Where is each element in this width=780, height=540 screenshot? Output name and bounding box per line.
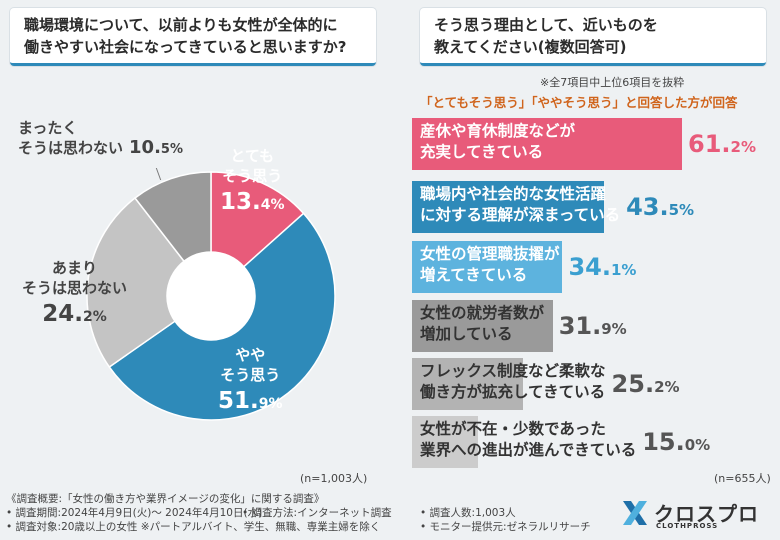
survey-method: • 調査方法:インターネット調査 bbox=[242, 507, 392, 519]
bar-label-line1: 女性の管理職抜擢が bbox=[420, 245, 560, 263]
bar-row: 女性の管理職抜擢が 増えてきている 34.1% bbox=[412, 241, 772, 293]
bar-label-line2: に対する理解が深まっている bbox=[420, 206, 621, 224]
bar-value-dec: 2% bbox=[730, 138, 756, 156]
pie-label-totemo-line1: とても bbox=[230, 147, 275, 165]
pie-value-mattaku: 10.5% bbox=[129, 137, 183, 158]
pie-label-mattaku: まったく そうは思わない 10.5% bbox=[18, 118, 183, 160]
pie-label-yaya-line1: やや bbox=[235, 346, 266, 364]
bar-value-dec: 5% bbox=[668, 201, 695, 219]
bar-value: 31.9% bbox=[559, 311, 627, 344]
bar-label: 職場内や社会的な女性活躍 に対する理解が深まっている bbox=[420, 184, 620, 226]
respondent-note: 「とてもそう思う」「ややそう思う」と回答した方が回答 bbox=[420, 95, 738, 110]
bar-label: フレックス制度など柔軟な 働き方が拡充してきている bbox=[420, 361, 606, 403]
brand-x-icon bbox=[623, 501, 647, 525]
left-question-box: 職場環境について、以前よりも女性が全体的に 働きやすい社会になってきていると思い… bbox=[10, 8, 376, 66]
bar-label-line1: 女性が不在・少数であった bbox=[420, 420, 606, 438]
survey-footer: 《調査概要:「女性の働き方や業界イメージの変化」に関する調査》 • 調査期間:2… bbox=[6, 492, 591, 534]
pie-value-yaya-int: 51. bbox=[218, 388, 259, 414]
bar-value-int: 31. bbox=[558, 312, 602, 340]
bar-label-line1: 職場内や社会的な女性活躍 bbox=[420, 185, 607, 203]
top-items-note: ※全7項目中上位6項目を抜粋 bbox=[540, 76, 685, 89]
pie-value-amari-int: 24. bbox=[42, 301, 83, 327]
bar-label-line2: 増加している bbox=[420, 325, 513, 343]
pie-value-totemo: 13.4% bbox=[220, 188, 285, 219]
pie-label-mattaku-line1: まったく bbox=[18, 119, 78, 137]
bar-label: 女性が不在・少数であった業界への進出が進んできている bbox=[420, 419, 636, 461]
survey-count: • 調査人数:1,003人 bbox=[420, 507, 516, 519]
bar-label-line2: 働き方が拡充してきている bbox=[420, 383, 606, 401]
bar-value: 15.0% bbox=[642, 427, 710, 460]
brand-name: クロスプロ bbox=[654, 502, 759, 526]
survey-target: • 調査対象:20歳以上の女性 ※パートアルバイト、学生、無職、専業主婦を除く bbox=[6, 521, 381, 533]
pie-sample-size: (n=1,003人) bbox=[300, 472, 368, 485]
bar-label-line1: 産休や育休制度などが bbox=[420, 122, 576, 140]
bar-value-dec: 2% bbox=[654, 378, 680, 396]
pie-value-mattaku-dec: 5% bbox=[160, 142, 183, 157]
pie-label-amari-line2: そうは思わない bbox=[22, 279, 128, 297]
bar-row: 産休や育休制度などが 充実してきている 61.2% bbox=[412, 118, 772, 170]
survey-provider: • モニター提供元:ゼネラルリサーチ bbox=[420, 521, 591, 533]
bar-value-int: 61. bbox=[688, 130, 731, 158]
bar-value-int: 34. bbox=[568, 253, 611, 281]
brand-sub: CLOTHPROSS bbox=[656, 522, 719, 530]
footer-row-2: • 調査期間:2024年4月9日(火)〜 2024年4月10日(水) • 調査方… bbox=[6, 506, 516, 520]
bar-label-line1: 女性の就労者数が bbox=[420, 304, 545, 322]
bar-fill bbox=[412, 358, 524, 410]
pie-value-yaya-dec: 9% bbox=[258, 396, 283, 412]
bar-value: 43.5% bbox=[626, 192, 694, 225]
bar-fill bbox=[412, 241, 563, 293]
bar-label-line2: 業界への進出が進んできている bbox=[420, 441, 637, 459]
pie-label-amari-line1: あまり bbox=[52, 259, 98, 277]
pie-label-amari: あまり そうは思わない 24.2% bbox=[22, 258, 127, 331]
pie-label-yaya-line2: そう思う bbox=[220, 366, 281, 384]
bar-value-int: 43. bbox=[626, 193, 669, 221]
bar-value-int: 15. bbox=[642, 428, 685, 456]
right-question-box: そう思う理由として、近いものを 教えてください(複数回答可) bbox=[420, 8, 766, 66]
bar-fill bbox=[412, 416, 479, 468]
right-question-line2: 教えてください(複数回答可) bbox=[434, 38, 627, 56]
bar-value-int: 25. bbox=[611, 370, 655, 398]
pie-value-mattaku-int: 10. bbox=[129, 137, 161, 158]
pie-label-yaya: やや そう思う 51.9% bbox=[218, 345, 283, 418]
pie-value-amari-dec: 2% bbox=[82, 309, 107, 325]
pie-label-totemo-line2: そう思う bbox=[222, 167, 283, 185]
footer-row-3: • 調査対象:20歳以上の女性 ※パートアルバイト、学生、無職、専業主婦を除く … bbox=[6, 520, 591, 534]
bar-fill bbox=[412, 181, 604, 233]
bar-row: フレックス制度など柔軟な 働き方が拡充してきている 25.2% bbox=[412, 358, 772, 410]
bar-value: 25.2% bbox=[612, 369, 680, 402]
right-question-line1: そう思う理由として、近いものを bbox=[434, 16, 658, 34]
pie-value-yaya: 51.9% bbox=[218, 387, 283, 418]
pie-center-hole bbox=[167, 252, 255, 340]
bar-value-dec: 0% bbox=[684, 436, 711, 454]
left-question-line2: 働きやすい社会になってきていると思いますか? bbox=[24, 38, 347, 56]
bar-label: 女性の就労者数が 増加している bbox=[420, 303, 544, 345]
bar-row: 女性の就労者数が 増加している 31.9% bbox=[412, 300, 772, 352]
bar-value: 34.1% bbox=[568, 252, 636, 285]
bar-fill bbox=[412, 118, 682, 170]
bar-label-line2: 増えてきている bbox=[420, 266, 528, 284]
bar-sample-size: (n=655人) bbox=[714, 472, 771, 485]
survey-period: • 調査期間:2024年4月9日(火)〜 2024年4月10日(水) bbox=[6, 507, 263, 519]
bar-fill bbox=[412, 300, 553, 352]
bar-value: 61.2% bbox=[688, 129, 756, 162]
bar-value-dec: 1% bbox=[610, 261, 637, 279]
pie-label-mattaku-line2: そうは思わない bbox=[18, 139, 124, 157]
pie-label-totemo: とても そう思う 13.4% bbox=[220, 146, 285, 219]
bar-value-dec: 9% bbox=[601, 320, 627, 338]
brand-logo: クロスプロ CLOTHPROSS bbox=[620, 496, 770, 536]
survey-summary: 《調査概要:「女性の働き方や業界イメージの変化」に関する調査》 bbox=[6, 493, 325, 505]
bar-label-line2: 充実してきている bbox=[420, 143, 544, 161]
bar-label: 産休や育休制度などが 充実してきている bbox=[420, 121, 575, 163]
pie-value-totemo-dec: 4% bbox=[260, 197, 285, 213]
bar-label-line1: フレックス制度など柔軟な bbox=[420, 362, 606, 380]
pie-label-mattaku-line2-wrap: そうは思わない 10.5% bbox=[18, 138, 183, 160]
bar-row: 職場内や社会的な女性活躍 に対する理解が深まっている 43.5% bbox=[412, 181, 772, 233]
bar-label: 女性の管理職抜擢が 増えてきている bbox=[420, 244, 560, 286]
bar-row: 女性が不在・少数であった業界への進出が進んできている 15.0% bbox=[412, 416, 772, 468]
pie-value-amari: 24.2% bbox=[22, 300, 127, 331]
left-question-line1: 職場環境について、以前よりも女性が全体的に bbox=[24, 16, 338, 34]
pie-value-totemo-int: 13. bbox=[220, 189, 261, 215]
